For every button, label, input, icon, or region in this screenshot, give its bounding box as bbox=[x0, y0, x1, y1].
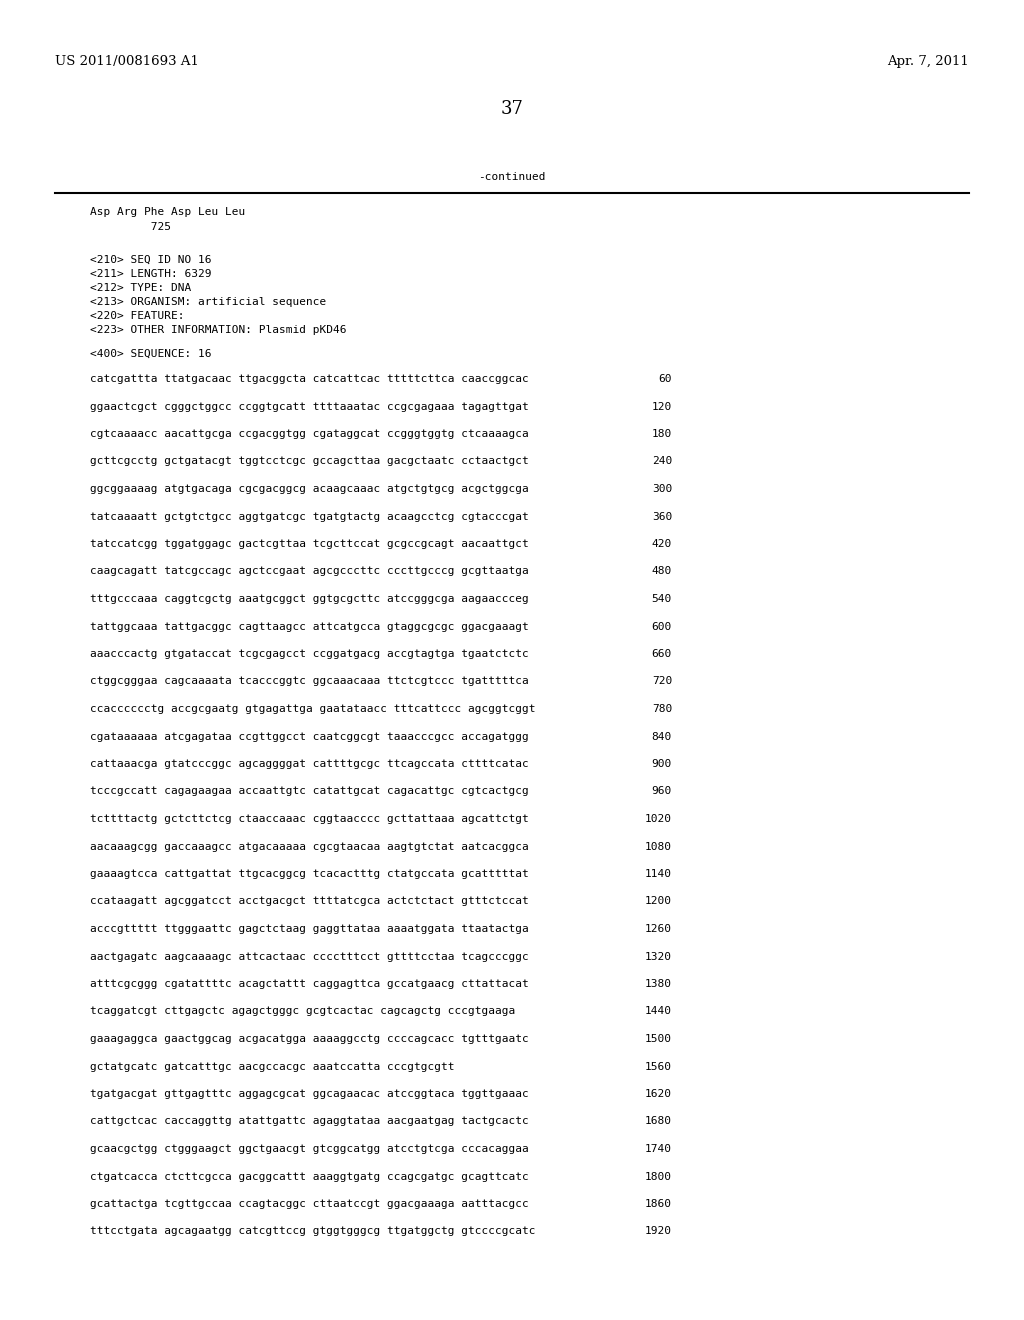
Text: aaacccactg gtgataccat tcgcgagcct ccggatgacg accgtagtga tgaatctctc: aaacccactg gtgataccat tcgcgagcct ccggatg… bbox=[90, 649, 528, 659]
Text: 780: 780 bbox=[651, 704, 672, 714]
Text: gcaacgctgg ctgggaagct ggctgaacgt gtcggcatgg atcctgtcga cccacaggaa: gcaacgctgg ctgggaagct ggctgaacgt gtcggca… bbox=[90, 1144, 528, 1154]
Text: 720: 720 bbox=[651, 676, 672, 686]
Text: <212> TYPE: DNA: <212> TYPE: DNA bbox=[90, 282, 191, 293]
Text: tatccatcgg tggatggagc gactcgttaa tcgcttccat gcgccgcagt aacaattgct: tatccatcgg tggatggagc gactcgttaa tcgcttc… bbox=[90, 539, 528, 549]
Text: 725: 725 bbox=[90, 222, 171, 232]
Text: Apr. 7, 2011: Apr. 7, 2011 bbox=[887, 55, 969, 69]
Text: gcttcgcctg gctgatacgt tggtcctcgc gccagcttaa gacgctaatc cctaactgct: gcttcgcctg gctgatacgt tggtcctcgc gccagct… bbox=[90, 457, 528, 466]
Text: tcttttactg gctcttctcg ctaaccaaac cggtaacccc gcttattaaa agcattctgt: tcttttactg gctcttctcg ctaaccaaac cggtaac… bbox=[90, 814, 528, 824]
Text: 1620: 1620 bbox=[645, 1089, 672, 1100]
Text: 240: 240 bbox=[651, 457, 672, 466]
Text: gctatgcatc gatcatttgc aacgccacgc aaatccatta cccgtgcgtt: gctatgcatc gatcatttgc aacgccacgc aaatcca… bbox=[90, 1061, 455, 1072]
Text: 1380: 1380 bbox=[645, 979, 672, 989]
Text: 960: 960 bbox=[651, 787, 672, 796]
Text: ccacccccctg accgcgaatg gtgagattga gaatataacc tttcattccc agcggtcggt: ccacccccctg accgcgaatg gtgagattga gaatat… bbox=[90, 704, 536, 714]
Text: US 2011/0081693 A1: US 2011/0081693 A1 bbox=[55, 55, 199, 69]
Text: caagcagatt tatcgccagc agctccgaat agcgcccttc cccttgcccg gcgttaatga: caagcagatt tatcgccagc agctccgaat agcgccc… bbox=[90, 566, 528, 577]
Text: -continued: -continued bbox=[478, 172, 546, 182]
Text: tcaggatcgt cttgagctc agagctgggc gcgtcactac cagcagctg cccgtgaaga: tcaggatcgt cttgagctc agagctgggc gcgtcact… bbox=[90, 1006, 515, 1016]
Text: 180: 180 bbox=[651, 429, 672, 440]
Text: 1320: 1320 bbox=[645, 952, 672, 961]
Text: ctggcgggaa cagcaaaata tcacccggtc ggcaaacaaa ttctcgtccc tgatttttca: ctggcgggaa cagcaaaata tcacccggtc ggcaaac… bbox=[90, 676, 528, 686]
Text: 660: 660 bbox=[651, 649, 672, 659]
Text: Asp Arg Phe Asp Leu Leu: Asp Arg Phe Asp Leu Leu bbox=[90, 207, 246, 216]
Text: gaaagaggca gaactggcag acgacatgga aaaaggcctg ccccagcacc tgtttgaatc: gaaagaggca gaactggcag acgacatgga aaaaggc… bbox=[90, 1034, 528, 1044]
Text: tatcaaaatt gctgtctgcc aggtgatcgc tgatgtactg acaagcctcg cgtacccgat: tatcaaaatt gctgtctgcc aggtgatcgc tgatgta… bbox=[90, 511, 528, 521]
Text: 1680: 1680 bbox=[645, 1117, 672, 1126]
Text: ggcggaaaag atgtgacaga cgcgacggcg acaagcaaac atgctgtgcg acgctggcga: ggcggaaaag atgtgacaga cgcgacggcg acaagca… bbox=[90, 484, 528, 494]
Text: 1860: 1860 bbox=[645, 1199, 672, 1209]
Text: 420: 420 bbox=[651, 539, 672, 549]
Text: 1740: 1740 bbox=[645, 1144, 672, 1154]
Text: tattggcaaa tattgacggc cagttaagcc attcatgcca gtaggcgcgc ggacgaaagt: tattggcaaa tattgacggc cagttaagcc attcatg… bbox=[90, 622, 528, 631]
Text: 900: 900 bbox=[651, 759, 672, 770]
Text: ccataagatt agcggatcct acctgacgct ttttatcgca actctctact gtttctccat: ccataagatt agcggatcct acctgacgct ttttatc… bbox=[90, 896, 528, 907]
Text: gcattactga tcgttgccaa ccagtacggc cttaatccgt ggacgaaaga aatttacgcc: gcattactga tcgttgccaa ccagtacggc cttaatc… bbox=[90, 1199, 528, 1209]
Text: cattaaacga gtatcccggc agcaggggat cattttgcgc ttcagccata cttttcatac: cattaaacga gtatcccggc agcaggggat cattttg… bbox=[90, 759, 528, 770]
Text: 37: 37 bbox=[501, 100, 523, 117]
Text: 1440: 1440 bbox=[645, 1006, 672, 1016]
Text: 60: 60 bbox=[658, 374, 672, 384]
Text: 1800: 1800 bbox=[645, 1172, 672, 1181]
Text: 300: 300 bbox=[651, 484, 672, 494]
Text: 1560: 1560 bbox=[645, 1061, 672, 1072]
Text: tcccgccatt cagagaagaa accaattgtc catattgcat cagacattgc cgtcactgcg: tcccgccatt cagagaagaa accaattgtc catattg… bbox=[90, 787, 528, 796]
Text: cattgctcac caccaggttg atattgattc agaggtataa aacgaatgag tactgcactc: cattgctcac caccaggttg atattgattc agaggta… bbox=[90, 1117, 528, 1126]
Text: ggaactcgct cgggctggcc ccggtgcatt ttttaaatac ccgcgagaaa tagagttgat: ggaactcgct cgggctggcc ccggtgcatt ttttaaa… bbox=[90, 401, 528, 412]
Text: 540: 540 bbox=[651, 594, 672, 605]
Text: aactgagatc aagcaaaagc attcactaac cccctttcct gttttcctaa tcagcccggc: aactgagatc aagcaaaagc attcactaac ccccttt… bbox=[90, 952, 528, 961]
Text: cgataaaaaa atcgagataa ccgttggcct caatcggcgt taaacccgcc accagatggg: cgataaaaaa atcgagataa ccgttggcct caatcgg… bbox=[90, 731, 528, 742]
Text: gaaaagtcca cattgattat ttgcacggcg tcacactttg ctatgccata gcatttttat: gaaaagtcca cattgattat ttgcacggcg tcacact… bbox=[90, 869, 528, 879]
Text: <400> SEQUENCE: 16: <400> SEQUENCE: 16 bbox=[90, 348, 212, 359]
Text: <211> LENGTH: 6329: <211> LENGTH: 6329 bbox=[90, 269, 212, 279]
Text: 1500: 1500 bbox=[645, 1034, 672, 1044]
Text: <213> ORGANISM: artificial sequence: <213> ORGANISM: artificial sequence bbox=[90, 297, 327, 308]
Text: <210> SEQ ID NO 16: <210> SEQ ID NO 16 bbox=[90, 255, 212, 265]
Text: aacaaagcgg gaccaaagcc atgacaaaaa cgcgtaacaa aagtgtctat aatcacggca: aacaaagcgg gaccaaagcc atgacaaaaa cgcgtaa… bbox=[90, 842, 528, 851]
Text: acccgttttt ttgggaattc gagctctaag gaggttataa aaaatggata ttaatactga: acccgttttt ttgggaattc gagctctaag gaggtta… bbox=[90, 924, 528, 935]
Text: 120: 120 bbox=[651, 401, 672, 412]
Text: atttcgcggg cgatattttc acagctattt caggagttca gccatgaacg cttattacat: atttcgcggg cgatattttc acagctattt caggagt… bbox=[90, 979, 528, 989]
Text: <223> OTHER INFORMATION: Plasmid pKD46: <223> OTHER INFORMATION: Plasmid pKD46 bbox=[90, 325, 346, 335]
Text: <220> FEATURE:: <220> FEATURE: bbox=[90, 312, 184, 321]
Text: 1260: 1260 bbox=[645, 924, 672, 935]
Text: tttcctgata agcagaatgg catcgttccg gtggtgggcg ttgatggctg gtccccgcatc: tttcctgata agcagaatgg catcgttccg gtggtgg… bbox=[90, 1226, 536, 1237]
Text: 360: 360 bbox=[651, 511, 672, 521]
Text: 480: 480 bbox=[651, 566, 672, 577]
Text: ctgatcacca ctcttcgcca gacggcattt aaaggtgatg ccagcgatgc gcagttcatc: ctgatcacca ctcttcgcca gacggcattt aaaggtg… bbox=[90, 1172, 528, 1181]
Text: 1920: 1920 bbox=[645, 1226, 672, 1237]
Text: 600: 600 bbox=[651, 622, 672, 631]
Text: tttgcccaaa caggtcgctg aaatgcggct ggtgcgcttc atccgggcga aagaaccceg: tttgcccaaa caggtcgctg aaatgcggct ggtgcgc… bbox=[90, 594, 528, 605]
Text: cgtcaaaacc aacattgcga ccgacggtgg cgataggcat ccgggtggtg ctcaaaagca: cgtcaaaacc aacattgcga ccgacggtgg cgatagg… bbox=[90, 429, 528, 440]
Text: catcgattta ttatgacaac ttgacggcta catcattcac tttttcttca caaccggcac: catcgattta ttatgacaac ttgacggcta catcatt… bbox=[90, 374, 528, 384]
Text: 840: 840 bbox=[651, 731, 672, 742]
Text: tgatgacgat gttgagtttc aggagcgcat ggcagaacac atccggtaca tggttgaaac: tgatgacgat gttgagtttc aggagcgcat ggcagaa… bbox=[90, 1089, 528, 1100]
Text: 1200: 1200 bbox=[645, 896, 672, 907]
Text: 1020: 1020 bbox=[645, 814, 672, 824]
Text: 1140: 1140 bbox=[645, 869, 672, 879]
Text: 1080: 1080 bbox=[645, 842, 672, 851]
